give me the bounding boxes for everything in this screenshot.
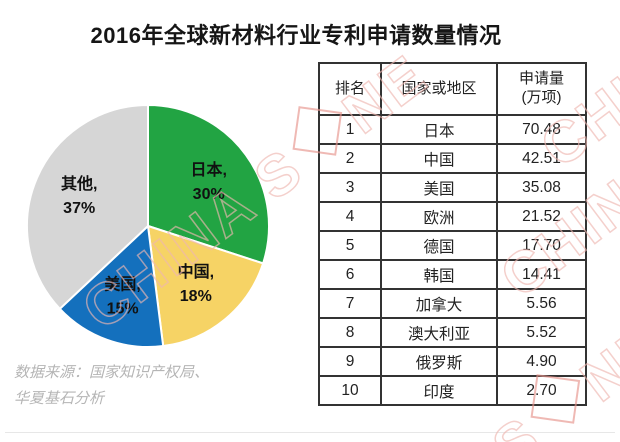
country-cell-3: 美国 xyxy=(380,172,498,203)
amount-cell-7: 5.56 xyxy=(496,288,587,319)
country-cell-1: 日本 xyxy=(380,114,498,145)
rank-cell-4: 4 xyxy=(318,201,382,232)
table-header-row: 排名 国家或地区 申请量 (万项) xyxy=(318,62,587,116)
pie-label-value-1: 30% xyxy=(193,186,225,203)
rank-cell-8: 8 xyxy=(318,317,382,348)
table-row-6: 6 韩国 14.41 xyxy=(318,259,587,290)
pie-label-name-1: 日本, xyxy=(190,160,226,179)
table-row-10: 10 印度 2.70 xyxy=(318,375,587,406)
data-source-line2: 华夏基石分析 xyxy=(14,390,105,408)
amount-cell-6: 14.41 xyxy=(496,259,587,290)
watermark-text-prefix: CHINA S xyxy=(309,404,554,442)
table-header-cell-2: 国家或地区 xyxy=(380,62,498,116)
country-cell-2: 中国 xyxy=(380,143,498,174)
data-source-line1: 数据来源：国家知识产权局、 xyxy=(14,364,210,381)
country-cell-4: 欧洲 xyxy=(380,201,498,232)
table-row-5: 5 德国 17.70 xyxy=(318,230,587,261)
pie-label-value-3: 15% xyxy=(107,301,139,318)
rank-cell-3: 3 xyxy=(318,172,382,203)
pie-label-name-3: 美国, xyxy=(104,275,140,294)
table-row-1: 1 日本 70.48 xyxy=(318,114,587,145)
patent-rank-table: 排名 国家或地区 申请量 (万项) 1 日本 70.48 2 中国 42.51 3 美国 35.08… xyxy=(318,62,587,406)
country-cell-5: 德国 xyxy=(380,230,498,261)
pie-slice-3 xyxy=(58,223,165,348)
rank-cell-5: 5 xyxy=(318,230,382,261)
country-cell-9: 俄罗斯 xyxy=(380,346,498,377)
country-cell-8: 澳大利亚 xyxy=(380,317,498,348)
table-row-8: 8 澳大利亚 5.52 xyxy=(318,317,587,348)
rank-cell-2: 2 xyxy=(318,143,382,174)
rank-cell-6: 6 xyxy=(318,259,382,290)
table-row-4: 4 欧洲 21.52 xyxy=(318,201,587,232)
pie-chart: 日本, 30% 中国, 18% 美国, 15% 其他, 37% xyxy=(25,103,270,348)
pie-label-name-4: 其他, xyxy=(61,174,97,193)
amount-cell-5: 17.70 xyxy=(496,230,587,261)
amount-cell-10: 2.70 xyxy=(496,375,587,406)
amount-cell-3: 35.08 xyxy=(496,172,587,203)
amount-cell-4: 21.52 xyxy=(496,201,587,232)
pie-label-value-4: 37% xyxy=(63,200,95,217)
rank-cell-10: 10 xyxy=(318,375,382,406)
country-cell-10: 印度 xyxy=(380,375,498,406)
rank-cell-9: 9 xyxy=(318,346,382,377)
amount-cell-2: 42.51 xyxy=(496,143,587,174)
table-row-9: 9 俄罗斯 4.90 xyxy=(318,346,587,377)
data-source-note: 数据来源：国家知识产权局、 华夏基石分析 xyxy=(14,360,209,413)
table-header-cell-3: 申请量 (万项) xyxy=(496,62,587,116)
bottom-divider xyxy=(5,432,615,433)
page-title: 2016年全球新材料行业专利申请数量情况 xyxy=(90,23,502,48)
amount-cell-1: 70.48 xyxy=(496,114,587,145)
table-header-cell-1: 排名 xyxy=(318,62,382,116)
pie-slice-1 xyxy=(147,103,270,265)
table-row-2: 2 中国 42.51 xyxy=(318,143,587,174)
rank-cell-7: 7 xyxy=(318,288,382,319)
pie-label-name-2: 中国, xyxy=(178,262,214,281)
country-cell-6: 韩国 xyxy=(380,259,498,290)
amount-cell-8: 5.52 xyxy=(496,317,587,348)
pie-label-value-2: 18% xyxy=(180,288,212,305)
rank-cell-1: 1 xyxy=(318,114,382,145)
country-cell-7: 加拿大 xyxy=(380,288,498,319)
table-row-3: 3 美国 35.08 xyxy=(318,172,587,203)
amount-cell-9: 4.90 xyxy=(496,346,587,377)
table-row-7: 7 加拿大 5.56 xyxy=(318,288,587,319)
table-header: 排名 国家或地区 申请量 (万项) xyxy=(318,62,587,116)
pie-slice-2 xyxy=(146,224,265,348)
pie-slice-4 xyxy=(25,103,149,311)
table-body: 1 日本 70.48 2 中国 42.51 3 美国 35.08 4 欧洲 21.52 5 德国 17.70… xyxy=(318,114,587,406)
